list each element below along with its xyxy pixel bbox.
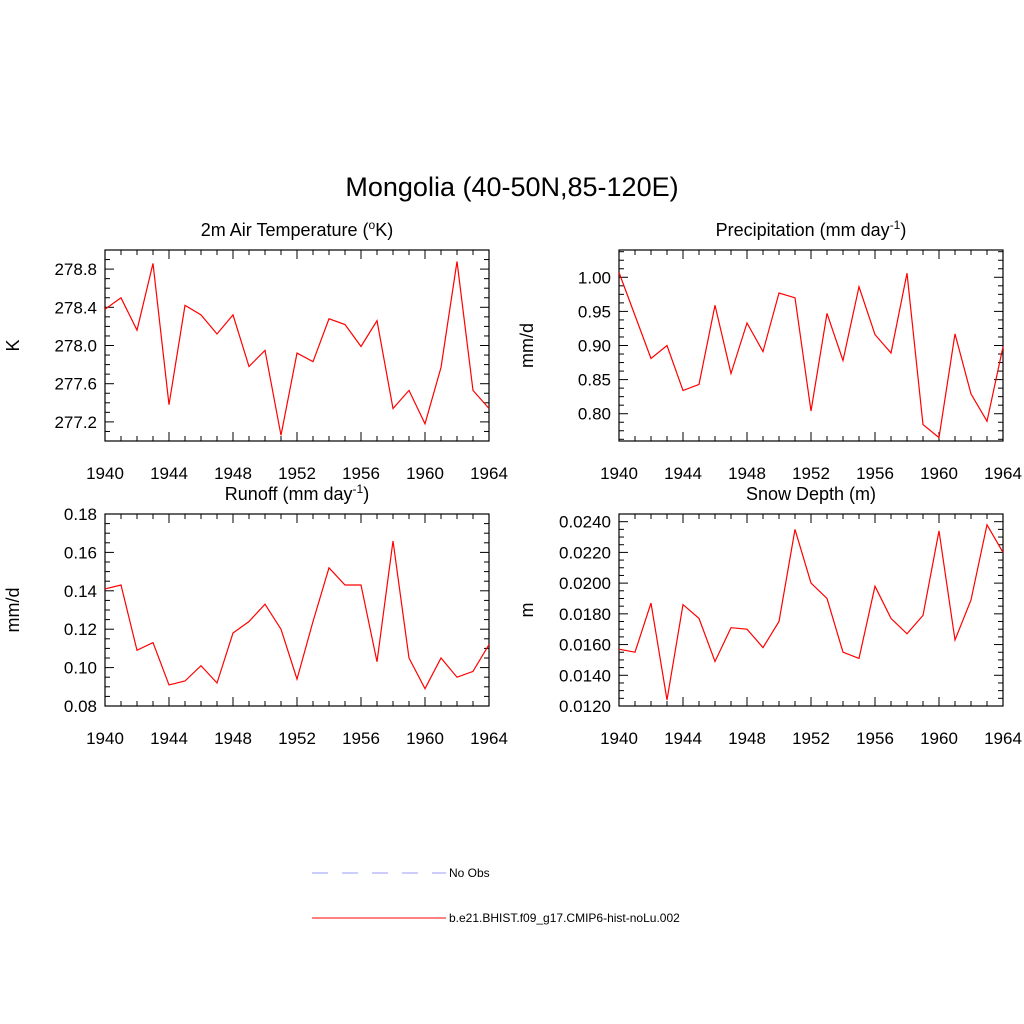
x-tick-label: 1956 — [342, 464, 380, 483]
y-tick-label: 1.00 — [578, 268, 611, 287]
y-tick-label: 0.0220 — [559, 543, 611, 562]
x-tick-label: 1948 — [728, 729, 766, 748]
x-tick-label: 1944 — [664, 729, 702, 748]
x-tick-label: 1944 — [664, 464, 702, 483]
x-tick-label: 1952 — [792, 464, 830, 483]
y-tick-label: 0.10 — [64, 659, 97, 678]
x-tick-label: 1948 — [214, 464, 252, 483]
legend-label-no-obs: No Obs — [449, 866, 490, 880]
panel-title: Precipitation (mm day-1) — [716, 218, 907, 240]
x-tick-label: 1940 — [86, 464, 124, 483]
y-tick-label: 277.6 — [54, 375, 97, 394]
x-tick-label: 1940 — [600, 729, 638, 748]
series-line — [104, 261, 490, 436]
y-tick-label: 0.95 — [578, 302, 611, 321]
y-tick-label: 0.0140 — [559, 666, 611, 685]
y-axis-label: m — [517, 603, 537, 618]
y-tick-label: 0.14 — [64, 582, 97, 601]
y-tick-label: 0.08 — [64, 697, 97, 716]
panel-title: Snow Depth (m) — [746, 484, 876, 504]
x-tick-label: 1964 — [984, 729, 1022, 748]
y-tick-label: 0.12 — [64, 620, 97, 639]
series-line — [618, 272, 1004, 439]
panel-1: 2m Air Temperature (oK) K 1940 1944 1948 1952… — [3, 218, 508, 483]
y-tick-label: 278.4 — [54, 298, 97, 317]
figure-title: Mongolia (40-50N,85-120E) — [345, 172, 678, 202]
x-tick-label: 1960 — [920, 729, 958, 748]
x-tick-label: 1940 — [86, 729, 124, 748]
y-axis-label: mm/d — [517, 323, 537, 368]
plot-frame — [618, 513, 1004, 707]
x-tick-label: 1964 — [984, 464, 1022, 483]
y-tick-label: 278.0 — [54, 337, 97, 356]
x-tick-label: 1960 — [920, 464, 958, 483]
x-tick-label: 1948 — [728, 464, 766, 483]
y-tick-label: 0.0200 — [559, 574, 611, 593]
legend: No Obs b.e21.BHIST.f09_g17.CMIP6-hist-no… — [312, 866, 680, 925]
y-axis-label: K — [3, 339, 23, 351]
y-tick-label: 0.90 — [578, 337, 611, 356]
panel-title: 2m Air Temperature (oK) — [201, 218, 393, 240]
legend-label-model: b.e21.BHIST.f09_g17.CMIP6-hist-noLu.002 — [449, 911, 680, 925]
x-tick-label: 1944 — [150, 464, 188, 483]
x-tick-label: 1960 — [406, 729, 444, 748]
x-tick-label: 1940 — [600, 464, 638, 483]
panel-3: Runoff (mm day-1) mm/d 1940 1944 1948 1952 195… — [3, 482, 508, 748]
y-tick-label: 0.0120 — [559, 697, 611, 716]
x-tick-label: 1956 — [856, 729, 894, 748]
panel-4: Snow Depth (m) m 1940 1944 1948 1952 1956 1960 1… — [517, 484, 1022, 748]
y-tick-label: 0.0160 — [559, 636, 611, 655]
x-tick-label: 1964 — [470, 464, 508, 483]
y-tick-label: 278.8 — [54, 260, 97, 279]
y-tick-label: 0.85 — [578, 371, 611, 390]
y-tick-label: 0.18 — [64, 505, 97, 524]
y-tick-label: 0.0180 — [559, 605, 611, 624]
x-tick-label: 1952 — [278, 464, 316, 483]
x-tick-label: 1956 — [856, 464, 894, 483]
x-tick-label: 1956 — [342, 729, 380, 748]
x-tick-label: 1964 — [470, 729, 508, 748]
x-tick-label: 1952 — [792, 729, 830, 748]
plot-frame — [618, 249, 1004, 442]
y-axis-label: mm/d — [3, 588, 23, 633]
series-line — [618, 523, 1004, 700]
y-tick-label: 0.0240 — [559, 513, 611, 532]
x-tick-label: 1948 — [214, 729, 252, 748]
x-tick-label: 1944 — [150, 729, 188, 748]
series-line — [104, 540, 490, 690]
y-tick-label: 0.16 — [64, 543, 97, 562]
x-tick-label: 1960 — [406, 464, 444, 483]
panel-title: Runoff (mm day-1) — [225, 482, 369, 504]
panels: 2m Air Temperature (oK) K 1940 1944 1948 1952… — [3, 218, 1022, 748]
x-tick-label: 1952 — [278, 729, 316, 748]
panel-2: Precipitation (mm day-1) mm/d 1940 1944 1948… — [517, 218, 1022, 483]
y-tick-label: 277.2 — [54, 413, 97, 432]
y-tick-label: 0.80 — [578, 405, 611, 424]
